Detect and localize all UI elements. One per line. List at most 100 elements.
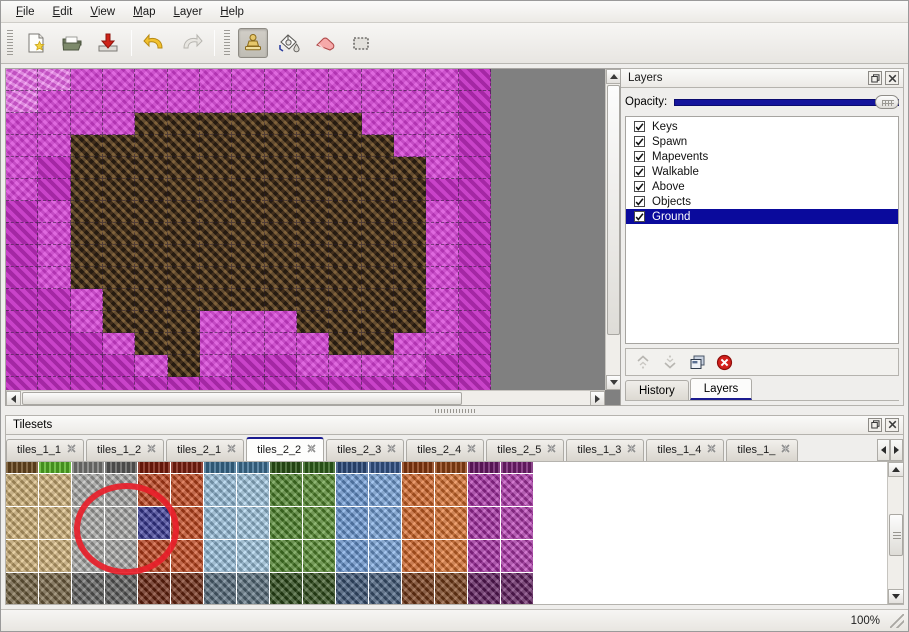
map-scroll-up-button[interactable] bbox=[606, 69, 620, 84]
palette-tile[interactable] bbox=[303, 539, 336, 573]
tileset-scroll-up-button[interactable] bbox=[888, 461, 904, 477]
map-tile[interactable] bbox=[102, 245, 136, 267]
map-tile[interactable] bbox=[70, 157, 103, 179]
map-tile[interactable] bbox=[232, 69, 265, 91]
map-tile[interactable] bbox=[6, 135, 39, 157]
map-tile[interactable] bbox=[135, 113, 168, 135]
map-tile[interactable] bbox=[167, 201, 200, 223]
tileset-tab-tiles_1_3[interactable]: tiles_1_3 bbox=[566, 438, 645, 461]
map-vscroll-thumb[interactable] bbox=[607, 85, 620, 335]
palette-tile[interactable] bbox=[402, 572, 435, 604]
map-tile[interactable] bbox=[426, 201, 459, 223]
map-tile[interactable] bbox=[167, 311, 200, 333]
map-tile[interactable] bbox=[329, 245, 362, 267]
map-tile[interactable] bbox=[70, 91, 103, 113]
palette-tile[interactable] bbox=[369, 572, 402, 604]
close-icon[interactable] bbox=[885, 71, 899, 85]
map-tile[interactable] bbox=[199, 355, 233, 377]
layer-visibility-checkbox[interactable] bbox=[634, 181, 645, 192]
palette-tile[interactable] bbox=[336, 506, 369, 540]
palette-tile[interactable] bbox=[501, 461, 534, 474]
tileset-tab-tiles_1_[interactable]: tiles_1_ bbox=[726, 438, 799, 461]
map-tile[interactable] bbox=[6, 223, 39, 245]
map-tile[interactable] bbox=[329, 333, 362, 355]
map-tile[interactable] bbox=[458, 179, 491, 201]
map-tile[interactable] bbox=[361, 179, 394, 201]
map-tile[interactable] bbox=[361, 157, 394, 179]
map-tile[interactable] bbox=[393, 157, 427, 179]
map-tile[interactable] bbox=[6, 289, 39, 311]
map-scroll-left-button[interactable] bbox=[6, 391, 21, 405]
map-tile[interactable] bbox=[361, 135, 394, 157]
map-tile[interactable] bbox=[102, 113, 136, 135]
map-tile[interactable] bbox=[296, 267, 330, 289]
opacity-slider[interactable] bbox=[674, 95, 899, 109]
palette-tile[interactable] bbox=[402, 539, 435, 573]
tileset-tab-tiles_2_1[interactable]: tiles_2_1 bbox=[166, 438, 245, 461]
map-tile[interactable] bbox=[393, 179, 427, 201]
map-tile[interactable] bbox=[296, 113, 330, 135]
map-tile[interactable] bbox=[6, 267, 39, 289]
palette-tile[interactable] bbox=[435, 572, 468, 604]
map-tile[interactable] bbox=[232, 179, 265, 201]
map-tile[interactable] bbox=[458, 69, 491, 91]
map-tile[interactable] bbox=[426, 69, 459, 91]
palette-tile[interactable] bbox=[468, 572, 501, 604]
tileset-tab-tiles_2_4[interactable]: tiles_2_4 bbox=[406, 438, 485, 461]
tileset-tab-tiles_2_2[interactable]: tiles_2_2 bbox=[246, 436, 325, 461]
map-tile[interactable] bbox=[70, 355, 103, 377]
palette-tile[interactable] bbox=[501, 539, 534, 573]
tileset-palette-scroll-area[interactable] bbox=[6, 461, 887, 604]
map-tile[interactable] bbox=[393, 311, 427, 333]
map-tile[interactable] bbox=[6, 201, 39, 223]
palette-tile[interactable] bbox=[72, 572, 105, 604]
map-tile[interactable] bbox=[393, 245, 427, 267]
map-tile[interactable] bbox=[458, 113, 491, 135]
map-tile[interactable] bbox=[70, 311, 103, 333]
map-tile[interactable] bbox=[135, 311, 168, 333]
map-tile[interactable] bbox=[232, 245, 265, 267]
map-tile[interactable] bbox=[135, 91, 168, 113]
map-tile[interactable] bbox=[458, 355, 491, 377]
map-tile[interactable] bbox=[264, 157, 297, 179]
tileset-tab-close-icon[interactable] bbox=[467, 444, 476, 456]
map-tile[interactable] bbox=[167, 157, 200, 179]
map-tile[interactable] bbox=[70, 135, 103, 157]
map-tile[interactable] bbox=[361, 223, 394, 245]
map-tile[interactable] bbox=[361, 355, 394, 377]
map-tile[interactable] bbox=[102, 355, 136, 377]
tileset-tab-tiles_2_3[interactable]: tiles_2_3 bbox=[326, 438, 405, 461]
fill-tool-button[interactable] bbox=[274, 28, 304, 58]
map-tile[interactable] bbox=[167, 91, 200, 113]
menu-layer[interactable]: Layer bbox=[173, 5, 203, 18]
map-tile[interactable] bbox=[329, 91, 362, 113]
menu-file[interactable]: File bbox=[16, 5, 35, 18]
map-tile[interactable] bbox=[329, 135, 362, 157]
layer-list[interactable]: Keys Spawn Mapevents Walkable Above Objects Gr… bbox=[625, 116, 899, 344]
map-tile[interactable] bbox=[361, 311, 394, 333]
tileset-tab-close-icon[interactable] bbox=[307, 443, 316, 456]
map-tile[interactable] bbox=[70, 201, 103, 223]
palette-tile[interactable] bbox=[204, 539, 237, 573]
map-tile[interactable] bbox=[264, 289, 297, 311]
palette-tile[interactable] bbox=[501, 473, 534, 507]
map-tile[interactable] bbox=[70, 267, 103, 289]
palette-tile[interactable] bbox=[402, 473, 435, 507]
palette-tile[interactable] bbox=[171, 506, 204, 540]
map-tile[interactable] bbox=[38, 91, 71, 113]
map-tile[interactable] bbox=[38, 135, 71, 157]
map-tile[interactable] bbox=[296, 223, 330, 245]
tileset-tab-close-icon[interactable] bbox=[147, 444, 156, 456]
map-tile[interactable] bbox=[426, 223, 459, 245]
palette-tile[interactable] bbox=[468, 506, 501, 540]
palette-tile[interactable] bbox=[303, 506, 336, 540]
map-tile[interactable] bbox=[135, 333, 168, 355]
palette-tile[interactable] bbox=[39, 506, 72, 540]
menu-edit[interactable]: Edit bbox=[52, 5, 73, 18]
layer-visibility-checkbox[interactable] bbox=[634, 121, 645, 132]
map-tile[interactable] bbox=[393, 113, 427, 135]
layer-visibility-checkbox[interactable] bbox=[634, 151, 645, 162]
tileset-tab-close-icon[interactable] bbox=[781, 444, 790, 456]
map-tile[interactable] bbox=[329, 355, 362, 377]
map-tile[interactable] bbox=[102, 69, 136, 91]
